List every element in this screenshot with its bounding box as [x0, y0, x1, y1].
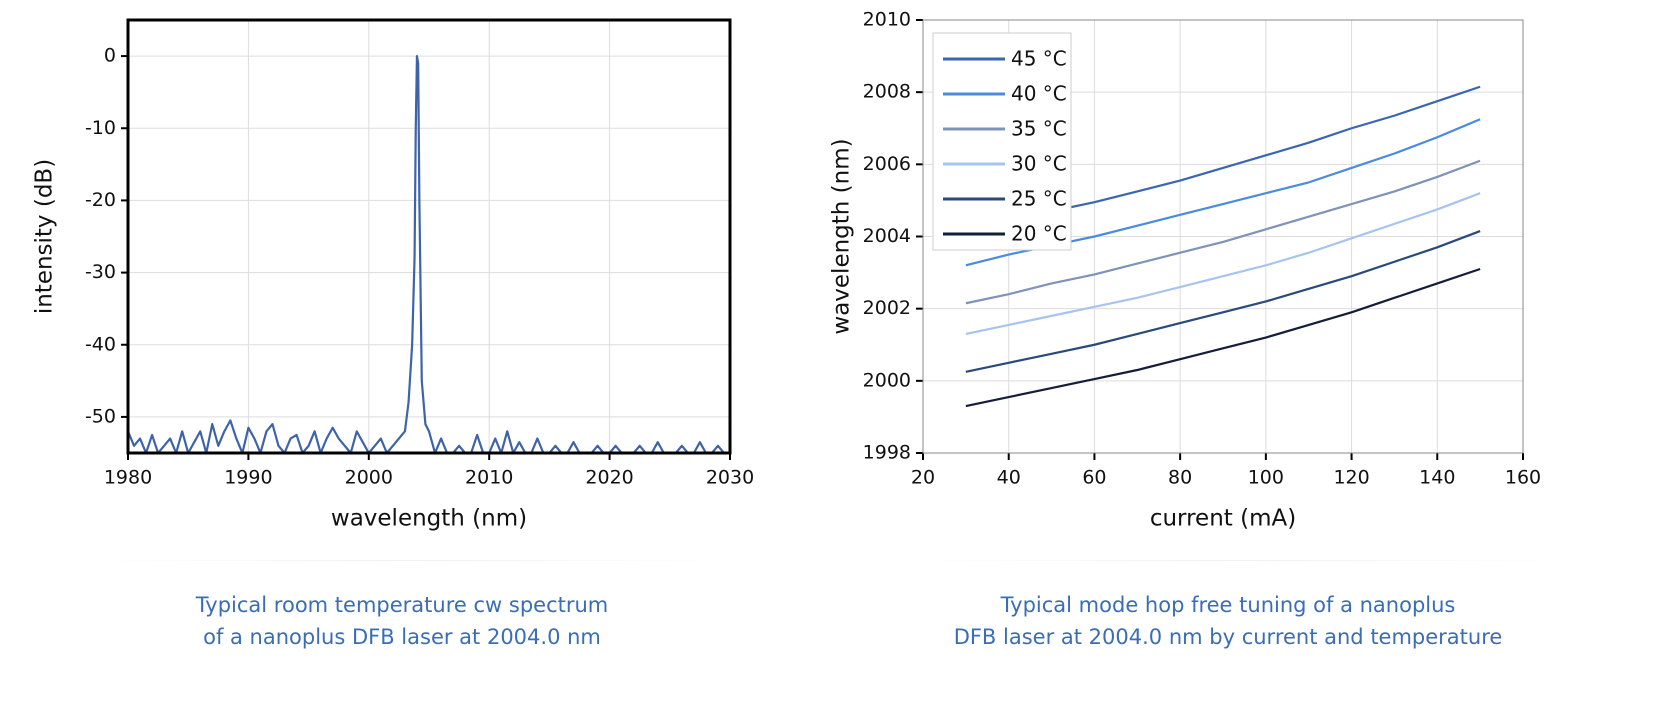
x-tick-label: 2010: [465, 467, 513, 489]
y-tick-label: 2002: [863, 297, 911, 319]
caption: Typical room temperature cw spectrum: [195, 593, 609, 617]
data-line: [126, 54, 730, 455]
plot-frame: [922, 19, 1524, 454]
x-axis-label: wavelength (nm): [331, 506, 527, 532]
data-line: [965, 192, 1481, 336]
y-tick-label: 2000: [863, 369, 911, 391]
x-tick-label: 20: [911, 467, 935, 489]
x-tick-label: 140: [1419, 467, 1455, 489]
caption: of a nanoplus DFB laser at 2004.0 nm: [203, 625, 601, 649]
legend-label: 30 °C: [1011, 152, 1067, 176]
data-line: [965, 230, 1481, 373]
y-tick-label: -50: [85, 405, 116, 427]
x-tick-label: 160: [1505, 467, 1541, 489]
caption: Typical mode hop free tuning of a nanopl…: [1000, 593, 1456, 617]
shadow: [0, 560, 820, 588]
y-tick-label: 2010: [863, 9, 911, 31]
x-tick-label: 1990: [224, 467, 272, 489]
x-tick-label: 40: [997, 467, 1021, 489]
x-tick-label: 60: [1082, 467, 1106, 489]
y-tick-label: -10: [85, 117, 116, 139]
y-tick-label: 1998: [863, 442, 911, 464]
legend-label: 20 °C: [1011, 222, 1067, 246]
y-axis-label: intensity (dB): [32, 159, 58, 314]
x-tick-label: 2020: [585, 467, 633, 489]
caption: DFB laser at 2004.0 nm by current and te…: [954, 625, 1503, 649]
legend-label: 45 °C: [1011, 47, 1067, 71]
plot-frame: [126, 18, 732, 455]
data-line: [965, 159, 1481, 305]
legend-label: 35 °C: [1011, 117, 1067, 141]
y-axis-label: wavelength (nm): [829, 138, 855, 334]
y-tick-label: 2006: [863, 153, 911, 175]
x-tick-label: 100: [1248, 467, 1284, 489]
x-tick-label: 120: [1333, 467, 1369, 489]
x-tick-label: 2000: [345, 467, 393, 489]
data-line: [965, 267, 1481, 408]
shadow: [820, 560, 1659, 588]
x-tick-label: 80: [1168, 467, 1192, 489]
y-tick-label: 2008: [863, 81, 911, 103]
legend-label: 40 °C: [1011, 82, 1067, 106]
x-axis-label: current (mA): [1150, 506, 1296, 532]
y-tick-label: -40: [85, 333, 116, 355]
x-tick-label: 2030: [706, 467, 754, 489]
y-tick-label: 2004: [863, 225, 911, 247]
legend-label: 25 °C: [1011, 187, 1067, 211]
y-tick-label: -20: [85, 189, 116, 211]
y-tick-label: 0: [104, 45, 116, 67]
legend-box: [932, 32, 1072, 251]
x-tick-label: 1980: [104, 467, 152, 489]
y-tick-label: -30: [85, 261, 116, 283]
